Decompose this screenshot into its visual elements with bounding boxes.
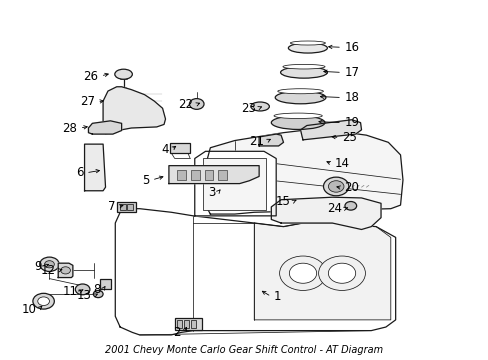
Text: 7: 7 [107, 201, 115, 213]
Ellipse shape [273, 113, 322, 118]
Ellipse shape [275, 91, 325, 104]
Polygon shape [194, 151, 276, 216]
Circle shape [44, 261, 54, 268]
Circle shape [38, 297, 49, 306]
Circle shape [279, 256, 326, 291]
Text: 14: 14 [334, 157, 349, 170]
Ellipse shape [115, 69, 132, 79]
Text: 26: 26 [83, 69, 98, 82]
Circle shape [93, 291, 103, 298]
Polygon shape [84, 144, 105, 191]
Text: 1: 1 [273, 290, 281, 303]
Text: 24: 24 [326, 202, 341, 215]
Polygon shape [103, 87, 165, 134]
Bar [175, 319, 202, 330]
Text: 5: 5 [142, 174, 149, 186]
Text: 6: 6 [76, 166, 83, 179]
Text: 16: 16 [344, 41, 359, 54]
Circle shape [75, 284, 90, 295]
Bar [190, 320, 195, 328]
Text: 4: 4 [161, 143, 168, 156]
Ellipse shape [271, 116, 325, 130]
Bar [218, 170, 226, 180]
Bar [204, 170, 213, 180]
Bar [127, 204, 133, 211]
Text: 23: 23 [241, 102, 255, 115]
Text: 9: 9 [35, 260, 42, 273]
Circle shape [344, 202, 356, 210]
Bar [100, 279, 111, 289]
Polygon shape [271, 197, 380, 229]
Text: 25: 25 [341, 131, 356, 144]
Text: 11: 11 [62, 285, 78, 298]
Text: 2001 Chevy Monte Carlo Gear Shift Control - AT Diagram: 2001 Chevy Monte Carlo Gear Shift Contro… [105, 345, 383, 355]
Text: 17: 17 [344, 66, 359, 79]
Text: 15: 15 [275, 195, 290, 208]
Bar [177, 170, 185, 180]
Ellipse shape [250, 102, 269, 111]
Circle shape [40, 257, 59, 271]
Polygon shape [115, 209, 395, 335]
Polygon shape [88, 121, 122, 134]
Text: 18: 18 [344, 91, 359, 104]
Bar [170, 143, 189, 153]
Ellipse shape [283, 64, 325, 69]
Text: 3: 3 [207, 186, 215, 199]
Polygon shape [205, 130, 402, 214]
Text: 28: 28 [62, 122, 77, 135]
Text: 13: 13 [77, 289, 92, 302]
Polygon shape [168, 166, 259, 184]
Circle shape [189, 99, 203, 109]
Bar [190, 170, 199, 180]
Text: 8: 8 [93, 283, 101, 296]
Bar [117, 202, 136, 212]
Circle shape [318, 256, 365, 291]
Bar [120, 204, 125, 211]
Bar [183, 320, 188, 328]
Text: 10: 10 [21, 303, 36, 316]
Polygon shape [58, 263, 73, 278]
Ellipse shape [280, 67, 327, 78]
Text: 2: 2 [173, 326, 181, 339]
Text: 21: 21 [248, 135, 264, 148]
Polygon shape [300, 120, 361, 140]
Polygon shape [259, 134, 283, 146]
Ellipse shape [288, 43, 327, 53]
Text: 12: 12 [41, 264, 56, 277]
Text: 20: 20 [344, 181, 359, 194]
Circle shape [61, 267, 70, 274]
Text: 27: 27 [80, 95, 95, 108]
Circle shape [323, 177, 348, 196]
Ellipse shape [290, 41, 325, 45]
Polygon shape [254, 223, 390, 320]
Circle shape [328, 263, 355, 283]
Ellipse shape [277, 89, 323, 94]
Text: 19: 19 [344, 116, 359, 129]
Bar [177, 320, 182, 328]
Circle shape [289, 263, 316, 283]
Bar [203, 158, 266, 211]
Circle shape [328, 181, 343, 192]
Circle shape [33, 293, 54, 309]
Text: 22: 22 [178, 98, 193, 111]
